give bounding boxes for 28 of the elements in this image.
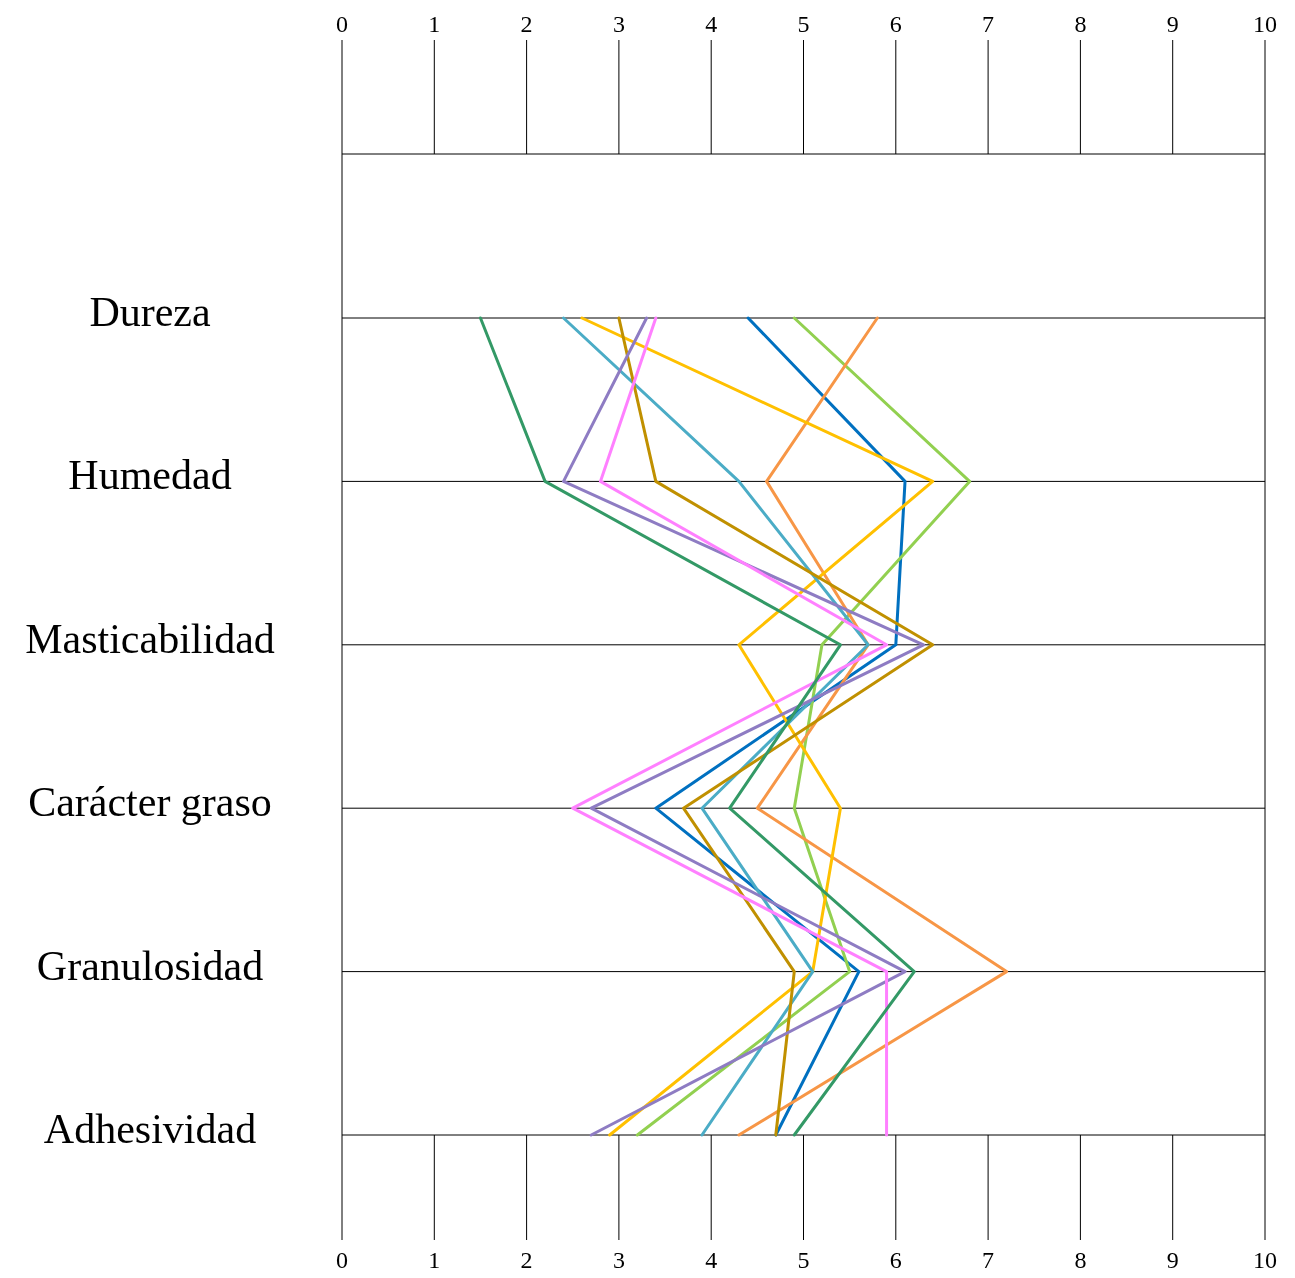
x2-tick-label: 0 — [336, 11, 348, 37]
x-tick-label: 3 — [612, 1247, 625, 1273]
x-tick-label: 10 — [1253, 1247, 1277, 1273]
y-tick-label: Carácter graso — [28, 779, 272, 826]
x-tick-label: 6 — [889, 1247, 902, 1273]
x2-tick-label: 9 — [1166, 11, 1179, 37]
y-tick-label: Dureza — [89, 289, 211, 335]
x-tick-label: 0 — [336, 1247, 348, 1273]
y-tick-label: Adhesividad — [43, 1106, 257, 1152]
x-tick-label: 2 — [520, 1247, 533, 1273]
x2-tick-label: 3 — [612, 11, 625, 37]
x2-tick-label: 10 — [1253, 11, 1277, 37]
x-tick-label: 5 — [797, 1247, 810, 1273]
x2-tick-label: 7 — [982, 11, 995, 37]
x-tick-label: 7 — [982, 1247, 995, 1273]
x-tick-label: 9 — [1166, 1247, 1179, 1273]
x2-tick-label: 2 — [520, 11, 533, 37]
x2-tick-label: 8 — [1074, 11, 1087, 37]
x2-tick-label: 6 — [889, 11, 902, 37]
x-tick-label: 1 — [428, 1247, 441, 1273]
x2-tick-label: 5 — [797, 11, 810, 37]
y-tick-label: Humedad — [68, 452, 232, 499]
x-tick-label: 4 — [705, 1247, 718, 1273]
x2-tick-label: 1 — [428, 11, 441, 37]
y-tick-label: Granulosidad — [36, 942, 264, 989]
y-tick-label: Masticabilidad — [25, 615, 275, 662]
x2-tick-label: 4 — [705, 11, 718, 37]
x-tick-label: 8 — [1074, 1247, 1087, 1273]
